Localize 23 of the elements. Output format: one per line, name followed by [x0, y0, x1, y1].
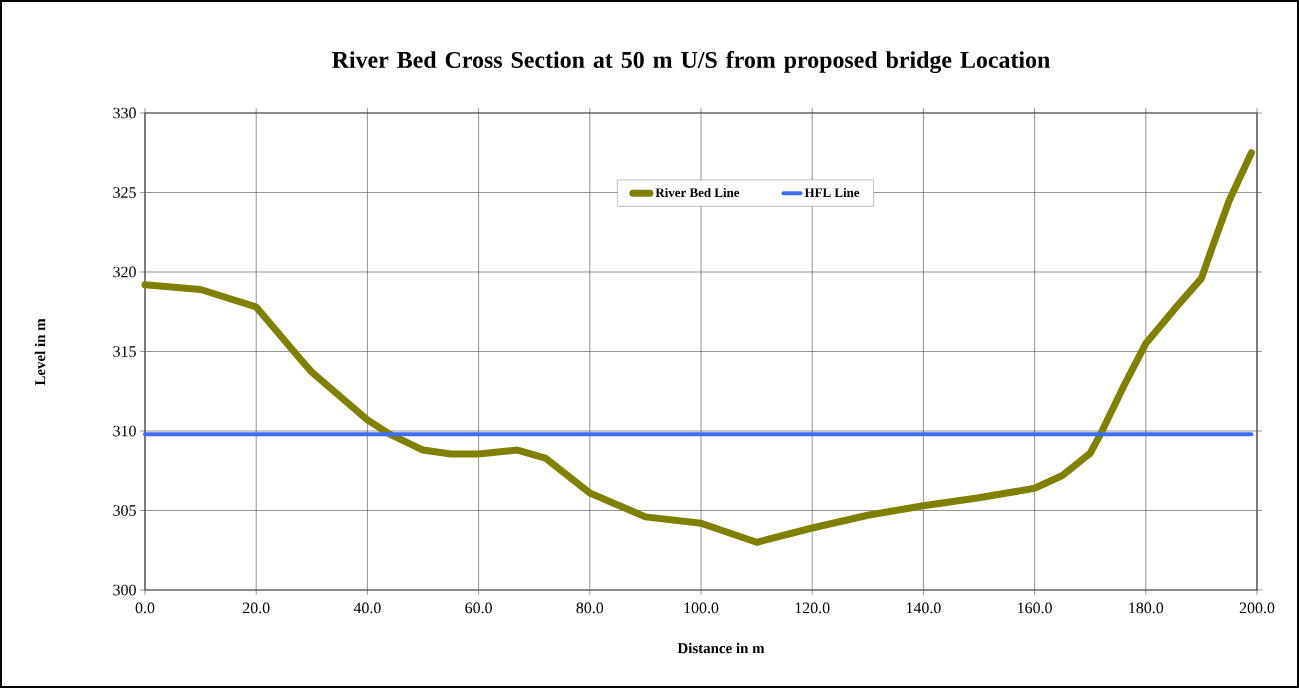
legend-label: HFL Line: [804, 187, 860, 197]
y-tick-label: 300: [113, 584, 136, 596]
y-tick-label: 310: [113, 425, 136, 437]
x-tick-label: 200.0: [1239, 602, 1275, 614]
x-tick-label: 180.0: [1129, 602, 1164, 614]
y-tick-label: 305: [113, 505, 136, 516]
legend-label: River Bed Line: [655, 187, 740, 197]
y-tick-label: 330: [113, 107, 136, 119]
x-tick-label: 80.0: [576, 602, 604, 614]
x-tick-label: 160.0: [1018, 602, 1052, 614]
y-tick-label: 315: [113, 346, 136, 357]
y-axis-title: Level in m: [34, 318, 46, 386]
x-tick-label: 140.0: [906, 602, 941, 614]
x-tick-label: 120.0: [795, 602, 830, 614]
x-tick-label: 100.0: [684, 602, 719, 614]
x-tick-label: 60.0: [465, 602, 492, 614]
x-tick-label: 40.0: [353, 602, 381, 614]
y-tick-label: 320: [113, 266, 136, 278]
x-tick-label: 0.0: [135, 602, 155, 614]
x-tick-label: 20.0: [242, 602, 270, 614]
y-tick-label: 325: [113, 187, 136, 198]
chart-title: River Bed Cross Section at 50 m U/S from proposed bridge Location: [332, 50, 1050, 74]
x-axis-title: Distance in m: [677, 642, 765, 654]
